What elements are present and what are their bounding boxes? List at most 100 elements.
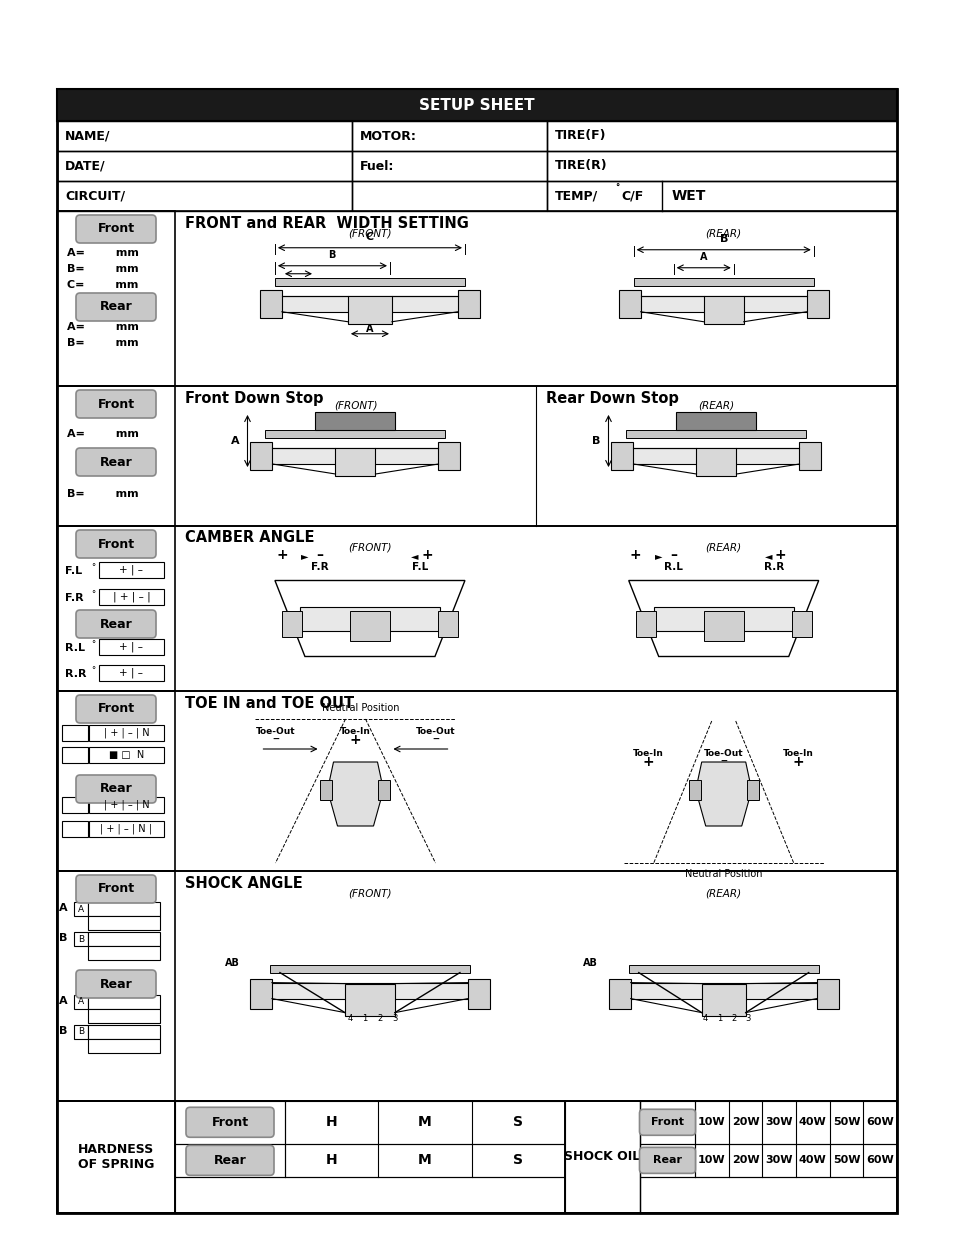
- Bar: [628, 965, 818, 973]
- Text: B: B: [59, 1026, 68, 1036]
- Text: ◄: ◄: [764, 551, 772, 561]
- Text: –: –: [316, 548, 323, 562]
- Text: Front: Front: [97, 883, 134, 895]
- Bar: [816, 978, 838, 1009]
- Bar: [74, 932, 88, 946]
- Bar: [62, 821, 88, 837]
- Text: H: H: [326, 1153, 337, 1167]
- Bar: [88, 932, 160, 946]
- Bar: [270, 965, 470, 973]
- Text: TEMP/: TEMP/: [555, 189, 598, 203]
- Text: °: °: [66, 752, 71, 761]
- Text: F.L: F.L: [65, 566, 82, 576]
- FancyBboxPatch shape: [76, 776, 156, 803]
- Bar: [57, 211, 896, 387]
- Text: F.L: F.L: [412, 562, 428, 573]
- Bar: [88, 902, 160, 916]
- Text: | + | – |: | + | – |: [112, 592, 151, 603]
- Text: TOE IN and TOE OUT: TOE IN and TOE OUT: [185, 695, 354, 710]
- Text: Toe-Out: Toe-Out: [703, 748, 742, 758]
- Text: F.R: F.R: [65, 593, 84, 603]
- Bar: [633, 278, 813, 285]
- Bar: [57, 89, 896, 1213]
- Text: CAMBER ANGLE: CAMBER ANGLE: [185, 531, 314, 546]
- Text: B: B: [59, 932, 68, 944]
- Text: ►: ►: [301, 551, 309, 561]
- Text: B=        mm: B= mm: [67, 338, 138, 348]
- Text: Front: Front: [97, 222, 134, 236]
- Bar: [701, 983, 745, 1015]
- Text: 20W: 20W: [731, 1118, 759, 1128]
- Text: B=        mm: B= mm: [67, 489, 138, 499]
- FancyBboxPatch shape: [76, 293, 156, 321]
- Bar: [74, 902, 88, 916]
- Text: (REAR): (REAR): [698, 401, 734, 411]
- Text: 10W: 10W: [698, 1118, 725, 1128]
- Bar: [88, 1039, 160, 1053]
- Bar: [653, 606, 793, 631]
- Text: °: °: [66, 825, 71, 835]
- Text: ■ □  N: ■ □ N: [109, 750, 144, 760]
- Bar: [271, 448, 440, 464]
- Text: R.L: R.L: [663, 562, 682, 573]
- Text: C/F: C/F: [620, 189, 642, 203]
- Bar: [57, 1100, 174, 1213]
- Text: 1: 1: [97, 934, 103, 944]
- Text: Front: Front: [97, 398, 134, 410]
- Text: 30W: 30W: [764, 1156, 792, 1166]
- Bar: [546, 182, 896, 211]
- Text: 3: 3: [137, 904, 143, 914]
- Bar: [468, 978, 490, 1009]
- Bar: [62, 747, 88, 763]
- Text: Front: Front: [97, 703, 134, 715]
- Text: 5: 5: [117, 1011, 123, 1021]
- Text: R.R: R.R: [762, 562, 783, 573]
- Bar: [320, 781, 333, 800]
- Text: NAME/: NAME/: [65, 130, 111, 142]
- Bar: [806, 290, 828, 317]
- FancyBboxPatch shape: [639, 1109, 695, 1135]
- Bar: [88, 916, 160, 930]
- Bar: [608, 978, 630, 1009]
- Bar: [174, 1144, 564, 1177]
- Text: | + | – | N: | + | – | N: [104, 800, 150, 810]
- Text: 3: 3: [137, 934, 143, 944]
- Bar: [174, 1177, 564, 1213]
- Text: Rear: Rear: [99, 977, 132, 990]
- Text: + | –: + | –: [119, 642, 143, 652]
- Text: 2: 2: [117, 904, 123, 914]
- Text: 5: 5: [117, 1041, 123, 1051]
- Text: B: B: [719, 233, 727, 243]
- Text: | + | – | N: | + | – | N: [104, 727, 150, 739]
- Text: M: M: [417, 1153, 432, 1167]
- Text: Rear: Rear: [99, 783, 132, 795]
- Bar: [174, 1100, 564, 1144]
- Bar: [676, 412, 756, 430]
- Text: 4: 4: [97, 1041, 103, 1051]
- Text: Front: Front: [212, 1115, 249, 1129]
- Text: HARDNESS
OF SPRING: HARDNESS OF SPRING: [78, 1144, 154, 1171]
- Bar: [62, 797, 88, 813]
- Text: WET: WET: [671, 189, 705, 203]
- Bar: [746, 781, 758, 800]
- Bar: [639, 295, 808, 311]
- Bar: [299, 606, 439, 631]
- Bar: [259, 290, 282, 317]
- FancyBboxPatch shape: [76, 530, 156, 558]
- Text: 6: 6: [137, 918, 143, 927]
- Text: °: °: [91, 641, 95, 650]
- Bar: [279, 295, 459, 311]
- Text: A=        mm: A= mm: [67, 429, 139, 438]
- Bar: [99, 664, 164, 680]
- Bar: [57, 211, 174, 387]
- Text: AB: AB: [582, 957, 598, 967]
- Bar: [88, 1025, 160, 1039]
- FancyBboxPatch shape: [639, 1147, 695, 1173]
- Bar: [250, 978, 272, 1009]
- Text: 4: 4: [97, 948, 103, 958]
- Text: A: A: [78, 998, 84, 1007]
- Text: 4: 4: [97, 918, 103, 927]
- Text: B: B: [592, 436, 599, 446]
- Bar: [546, 151, 896, 182]
- Text: A: A: [231, 436, 239, 446]
